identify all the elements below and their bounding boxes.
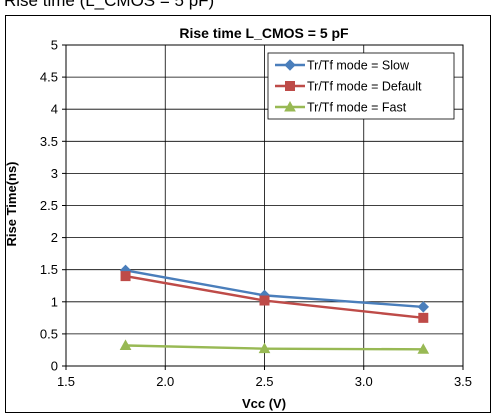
legend-label: Tr/Tf mode = Fast: [307, 101, 407, 115]
legend-entry: Tr/Tf mode = Slow: [275, 59, 410, 73]
legend-label: Tr/Tf mode = Slow: [307, 59, 410, 73]
y-tick-label: 0: [51, 359, 58, 374]
x-tick-label: 3.5: [454, 374, 472, 389]
x-tick-label: 3.0: [355, 374, 373, 389]
data-point-square: [120, 271, 131, 282]
y-tick-label: 5: [51, 38, 58, 53]
data-point-square: [418, 312, 429, 323]
y-tick-label: 3: [51, 166, 58, 181]
legend: Tr/Tf mode = Slow Tr/Tf mode = Default Tr/…: [267, 52, 455, 120]
data-point-square: [285, 81, 295, 91]
series-lines: [119, 264, 430, 354]
legend-entry: Tr/Tf mode = Fast: [275, 101, 407, 115]
data-point-diamond: [284, 59, 296, 71]
x-tick-label: 1.5: [57, 374, 75, 389]
x-tick-label: 2.5: [255, 374, 273, 389]
chart-title: Rise time L_CMOS = 5 pF: [179, 25, 349, 41]
series-square: [120, 271, 429, 323]
data-point-diamond: [417, 301, 430, 313]
y-tick-label: 2.5: [40, 198, 58, 213]
y-tick-label: 0.5: [40, 326, 58, 341]
data-point-triangle: [284, 100, 296, 112]
data-point-square: [259, 295, 270, 306]
legend-entry: Tr/Tf mode = Default: [275, 80, 422, 94]
y-tick-label: 1.5: [40, 262, 58, 277]
y-tick-label: 2: [51, 230, 58, 245]
legend-label: Tr/Tf mode = Default: [307, 80, 422, 94]
y-axis-title: Rise Time(ns): [4, 161, 19, 246]
y-tick-label: 4.5: [40, 70, 58, 85]
data-point-triangle: [258, 342, 271, 354]
y-tick-label: 3.5: [40, 134, 58, 149]
x-tick-label: 2.0: [156, 374, 174, 389]
data-point-triangle: [119, 339, 132, 350]
series-triangle: [119, 339, 430, 354]
x-axis-title: Vcc (V): [242, 396, 286, 411]
y-tick-label: 1: [51, 294, 58, 309]
y-tick-label: 4: [51, 102, 58, 117]
axes: 0 0.5 1 1.5 2 2.5 3 3.5 4 4.5 5 1.5 2.0 2.5 3.0 3.5: [40, 38, 472, 390]
figure-caption: Rise time (L_CMOS = 5 pF): [4, 0, 215, 10]
data-point-triangle: [417, 343, 430, 354]
